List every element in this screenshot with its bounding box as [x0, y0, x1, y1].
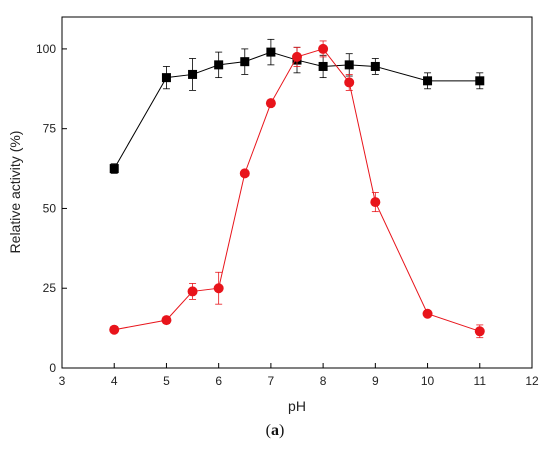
data-point [370, 61, 380, 71]
y-tick-label: 100 [36, 42, 56, 56]
y-tick-label: 0 [49, 361, 56, 375]
series-1 [109, 38, 485, 174]
figure-caption: (a) [0, 422, 550, 440]
data-point [109, 324, 120, 335]
data-point [213, 283, 224, 294]
x-axis-label: pH [288, 398, 306, 414]
x-tick-label: 7 [268, 374, 275, 388]
x-tick-label: 6 [215, 374, 222, 388]
y-tick-label: 75 [43, 122, 57, 136]
data-point [344, 77, 355, 88]
chart: 3 4 5 6 7 8 9 10 11 12 0 25 50 75 100 pH Relative act… [7, 16, 539, 414]
data-point [188, 69, 198, 79]
x-tick-label: 10 [421, 374, 435, 388]
data-point [318, 61, 328, 71]
data-point [214, 60, 224, 70]
series-2 [109, 40, 485, 339]
data-point [265, 98, 276, 109]
x-tick-label: 8 [320, 374, 327, 388]
x-tick-label: 12 [525, 374, 539, 388]
caption-open: ( [265, 422, 271, 439]
data-point [187, 286, 198, 297]
y-tick-label: 50 [43, 201, 57, 215]
data-point [292, 51, 302, 62]
series-layer [109, 38, 485, 339]
x-tick-label: 9 [372, 374, 379, 388]
data-point [266, 47, 276, 57]
y-axis: 0 25 50 75 100 [36, 42, 67, 375]
x-axis: 3 4 5 6 7 8 9 10 11 12 [59, 363, 539, 388]
data-point [475, 76, 485, 86]
data-point [161, 73, 171, 83]
caption-close: ) [279, 422, 285, 439]
data-point [370, 197, 381, 208]
series-line [114, 48, 480, 332]
x-tick-label: 5 [163, 374, 170, 388]
data-point [240, 57, 250, 67]
x-tick-label: 11 [474, 374, 487, 388]
data-point [318, 43, 329, 54]
data-point [422, 308, 433, 319]
plot-frame [61, 16, 533, 369]
data-point [239, 168, 250, 179]
data-point [109, 164, 119, 174]
data-point [161, 315, 172, 326]
y-axis-label: Relative activity (%) [7, 131, 23, 254]
data-point [423, 76, 433, 86]
caption-letter: a [271, 422, 279, 439]
x-tick-label: 4 [111, 374, 118, 388]
data-point [344, 60, 354, 70]
x-tick-label: 3 [59, 374, 66, 388]
y-tick-label: 25 [43, 281, 57, 295]
data-point [474, 326, 485, 337]
